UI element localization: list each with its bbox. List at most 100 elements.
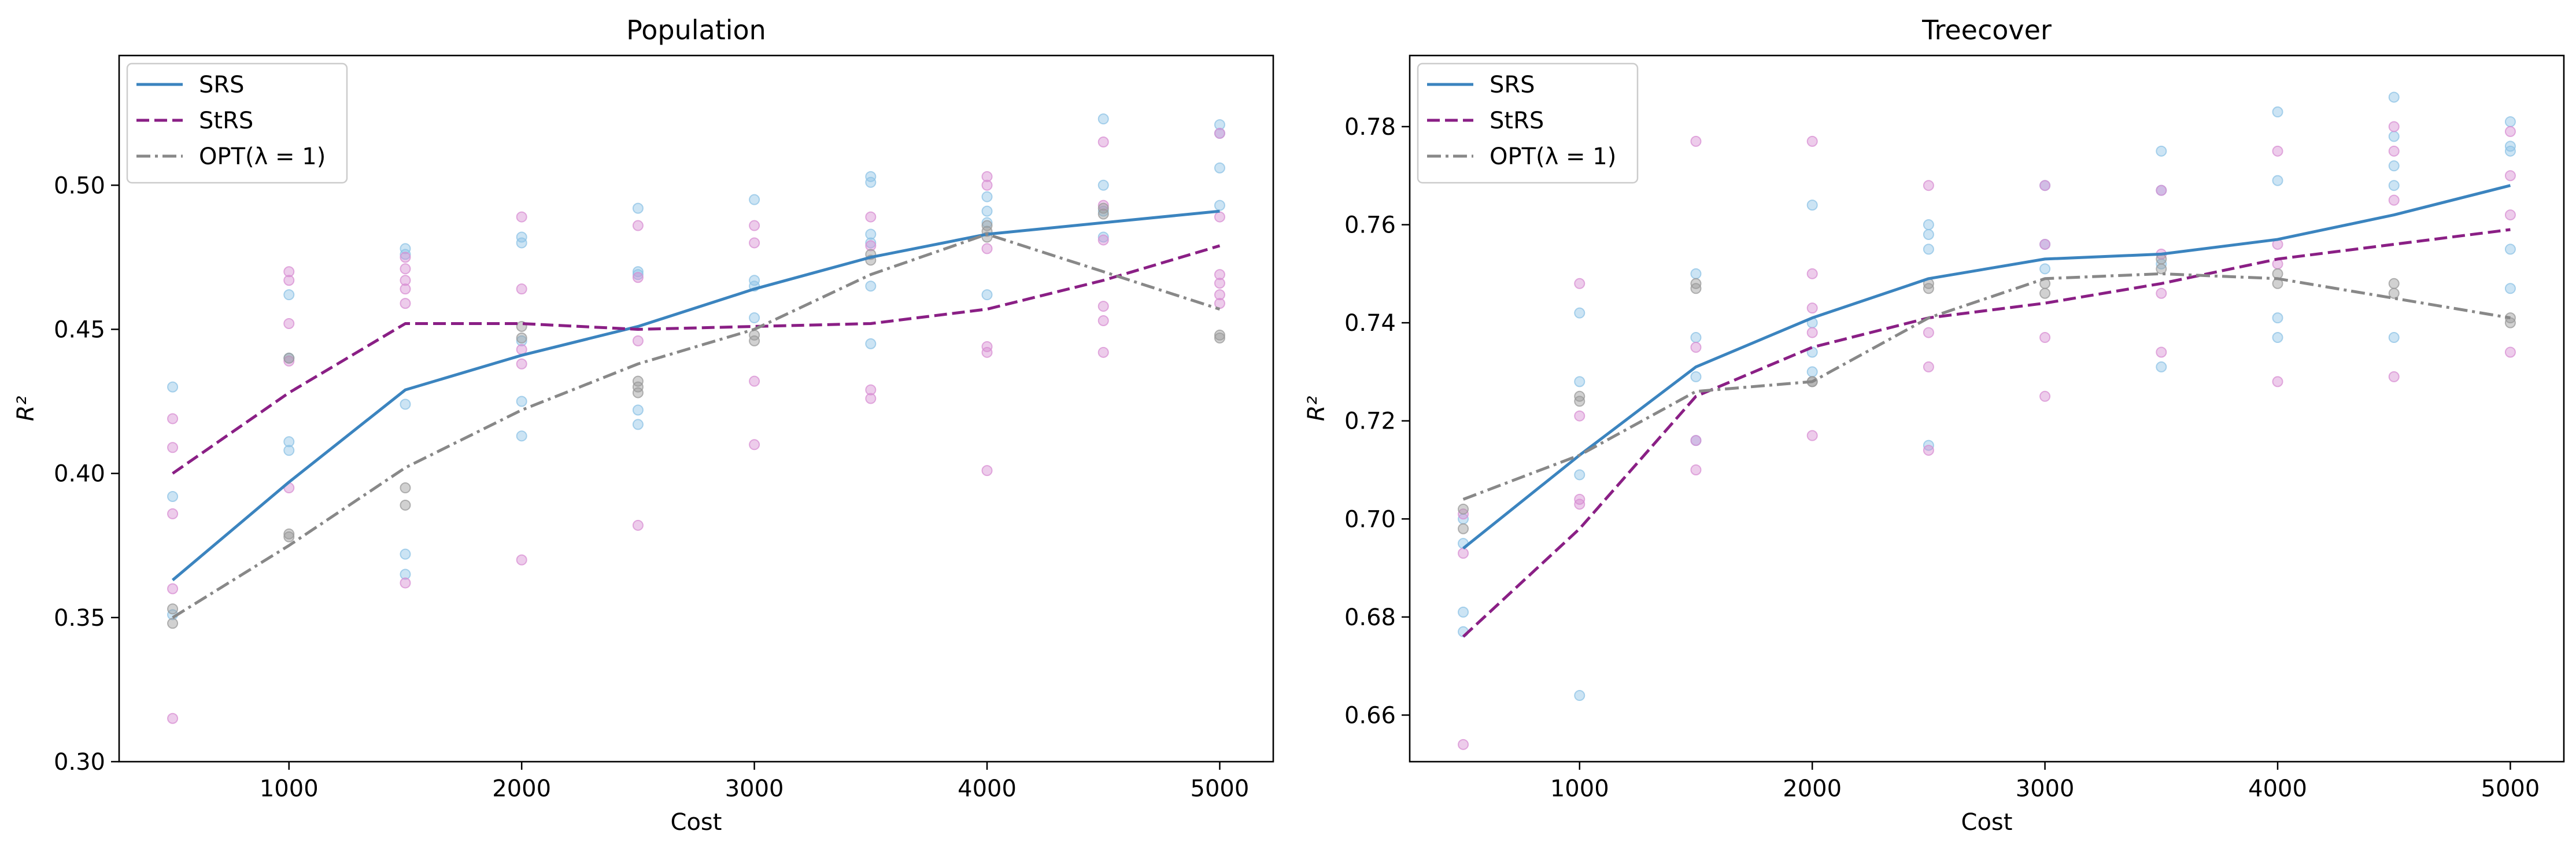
- scatter-point: [2504, 116, 2516, 127]
- scatter-point: [1214, 329, 1225, 341]
- scatter-point: [2156, 184, 2167, 196]
- y-tick-label: 0.30: [54, 749, 105, 776]
- scatter-point: [400, 577, 411, 589]
- scatter-point: [516, 335, 527, 346]
- scatter-point: [2156, 145, 2167, 157]
- legend-label: StRS: [1490, 108, 1544, 134]
- scatter-point: [2504, 317, 2516, 328]
- chart-title: Treecover: [1921, 14, 2052, 46]
- scatter-point: [283, 289, 295, 301]
- scatter-point: [1806, 430, 1818, 441]
- scatter-point: [516, 231, 527, 243]
- scatter-point: [865, 384, 877, 396]
- legend-label: SRS: [199, 72, 245, 98]
- x-tick-label: 3000: [2016, 776, 2075, 802]
- scatter-point: [1574, 278, 1585, 289]
- x-tick-label: 2000: [1783, 776, 1842, 802]
- scatter-point: [400, 499, 411, 511]
- scatter-point: [749, 237, 760, 249]
- scatter-point: [981, 205, 993, 217]
- scatter-point: [632, 335, 644, 346]
- scatter-point: [2039, 287, 2051, 299]
- x-tick-label: 1000: [1550, 776, 1609, 802]
- scatter-point: [2388, 91, 2400, 103]
- scatter-point: [1097, 200, 1109, 211]
- y-tick-label: 0.35: [54, 605, 105, 632]
- scatter-point: [2504, 145, 2516, 157]
- legend-label: OPT(λ = 1): [1490, 143, 1616, 170]
- scatter-point: [1574, 307, 1585, 319]
- scatter-point: [400, 548, 411, 560]
- y-ticks: 0.66 0.68 0.70 0.72 0.74 0.76 0.78: [1344, 114, 1410, 729]
- scatter-point: [2388, 332, 2400, 344]
- scatter-point: [1574, 469, 1585, 481]
- scatter-point: [2156, 346, 2167, 358]
- scatter-point: [1923, 327, 1934, 338]
- scatter-point: [167, 381, 179, 393]
- scatter-point: [1458, 523, 1469, 534]
- scatter-point: [981, 243, 993, 254]
- scatter-point: [1806, 200, 1818, 211]
- scatter-point: [2504, 283, 2516, 294]
- scatter-point: [1574, 690, 1585, 702]
- scatter-point: [1690, 464, 1702, 475]
- scatter-point: [632, 419, 644, 430]
- scatter-point: [167, 713, 179, 724]
- chart-panel-population: Population Cost R² 1000 2000 3000 4000 5000 …: [13, 14, 1274, 836]
- y-ticks: 0.30 0.35 0.40 0.45 0.50: [54, 172, 119, 776]
- scatter-point: [400, 263, 411, 275]
- plot-frame: [1409, 54, 2565, 763]
- scatter-point: [981, 346, 993, 358]
- scatter-point: [1690, 268, 1702, 279]
- scatter-point: [632, 387, 644, 398]
- series-line: [172, 232, 1221, 619]
- x-tick-label: 3000: [725, 776, 784, 802]
- scatter-point: [2504, 346, 2516, 358]
- scatter-point: [749, 275, 760, 286]
- scatter-point: [2504, 170, 2516, 182]
- scatter-point: [632, 266, 644, 278]
- x-tick-label: 1000: [260, 776, 319, 802]
- scatter-point: [283, 355, 295, 367]
- scatter-point: [632, 519, 644, 531]
- scatter-point: [2272, 312, 2283, 324]
- scatter-point: [1097, 231, 1109, 243]
- legend-label: StRS: [199, 108, 253, 134]
- scatter-point: [1458, 503, 1469, 515]
- scatter-point: [516, 396, 527, 407]
- scatter-point: [1923, 219, 1934, 231]
- scatter-point: [1097, 208, 1109, 220]
- scatter-point: [167, 618, 179, 629]
- scatter-point: [2388, 287, 2400, 299]
- y-tick-label: 0.78: [1344, 114, 1396, 141]
- legend-label: SRS: [1490, 72, 1535, 98]
- legend-box: [1417, 62, 1639, 184]
- scatter-point: [1690, 135, 1702, 147]
- scatter-point: [749, 312, 760, 324]
- scatter-point: [283, 266, 295, 278]
- scatter-point: [1097, 113, 1109, 125]
- scatter-point: [2272, 175, 2283, 186]
- scatter-point: [632, 202, 644, 214]
- scatter-point: [400, 249, 411, 260]
- scatter-point: [167, 583, 179, 595]
- scatter-point: [400, 482, 411, 494]
- scatter-point: [1214, 119, 1225, 131]
- scatter-point: [1097, 234, 1109, 246]
- y-axis-label: R²: [1303, 396, 1330, 422]
- scatter-point: [865, 240, 877, 252]
- scatter-point: [632, 404, 644, 416]
- scatter-point: [981, 191, 993, 202]
- scatter-point: [400, 398, 411, 410]
- scatter-point: [1097, 179, 1109, 191]
- x-axis-label: Cost: [1961, 809, 2013, 836]
- scatter-point: [516, 430, 527, 442]
- scatter-point: [1806, 327, 1818, 338]
- series-line: [171, 209, 1220, 581]
- scatter-point: [2272, 145, 2283, 157]
- scatter-point: [283, 318, 295, 329]
- scatter-point: [981, 179, 993, 191]
- scatter-point: [865, 338, 877, 349]
- legend: SRS StRS OPT(λ = 1): [126, 62, 348, 184]
